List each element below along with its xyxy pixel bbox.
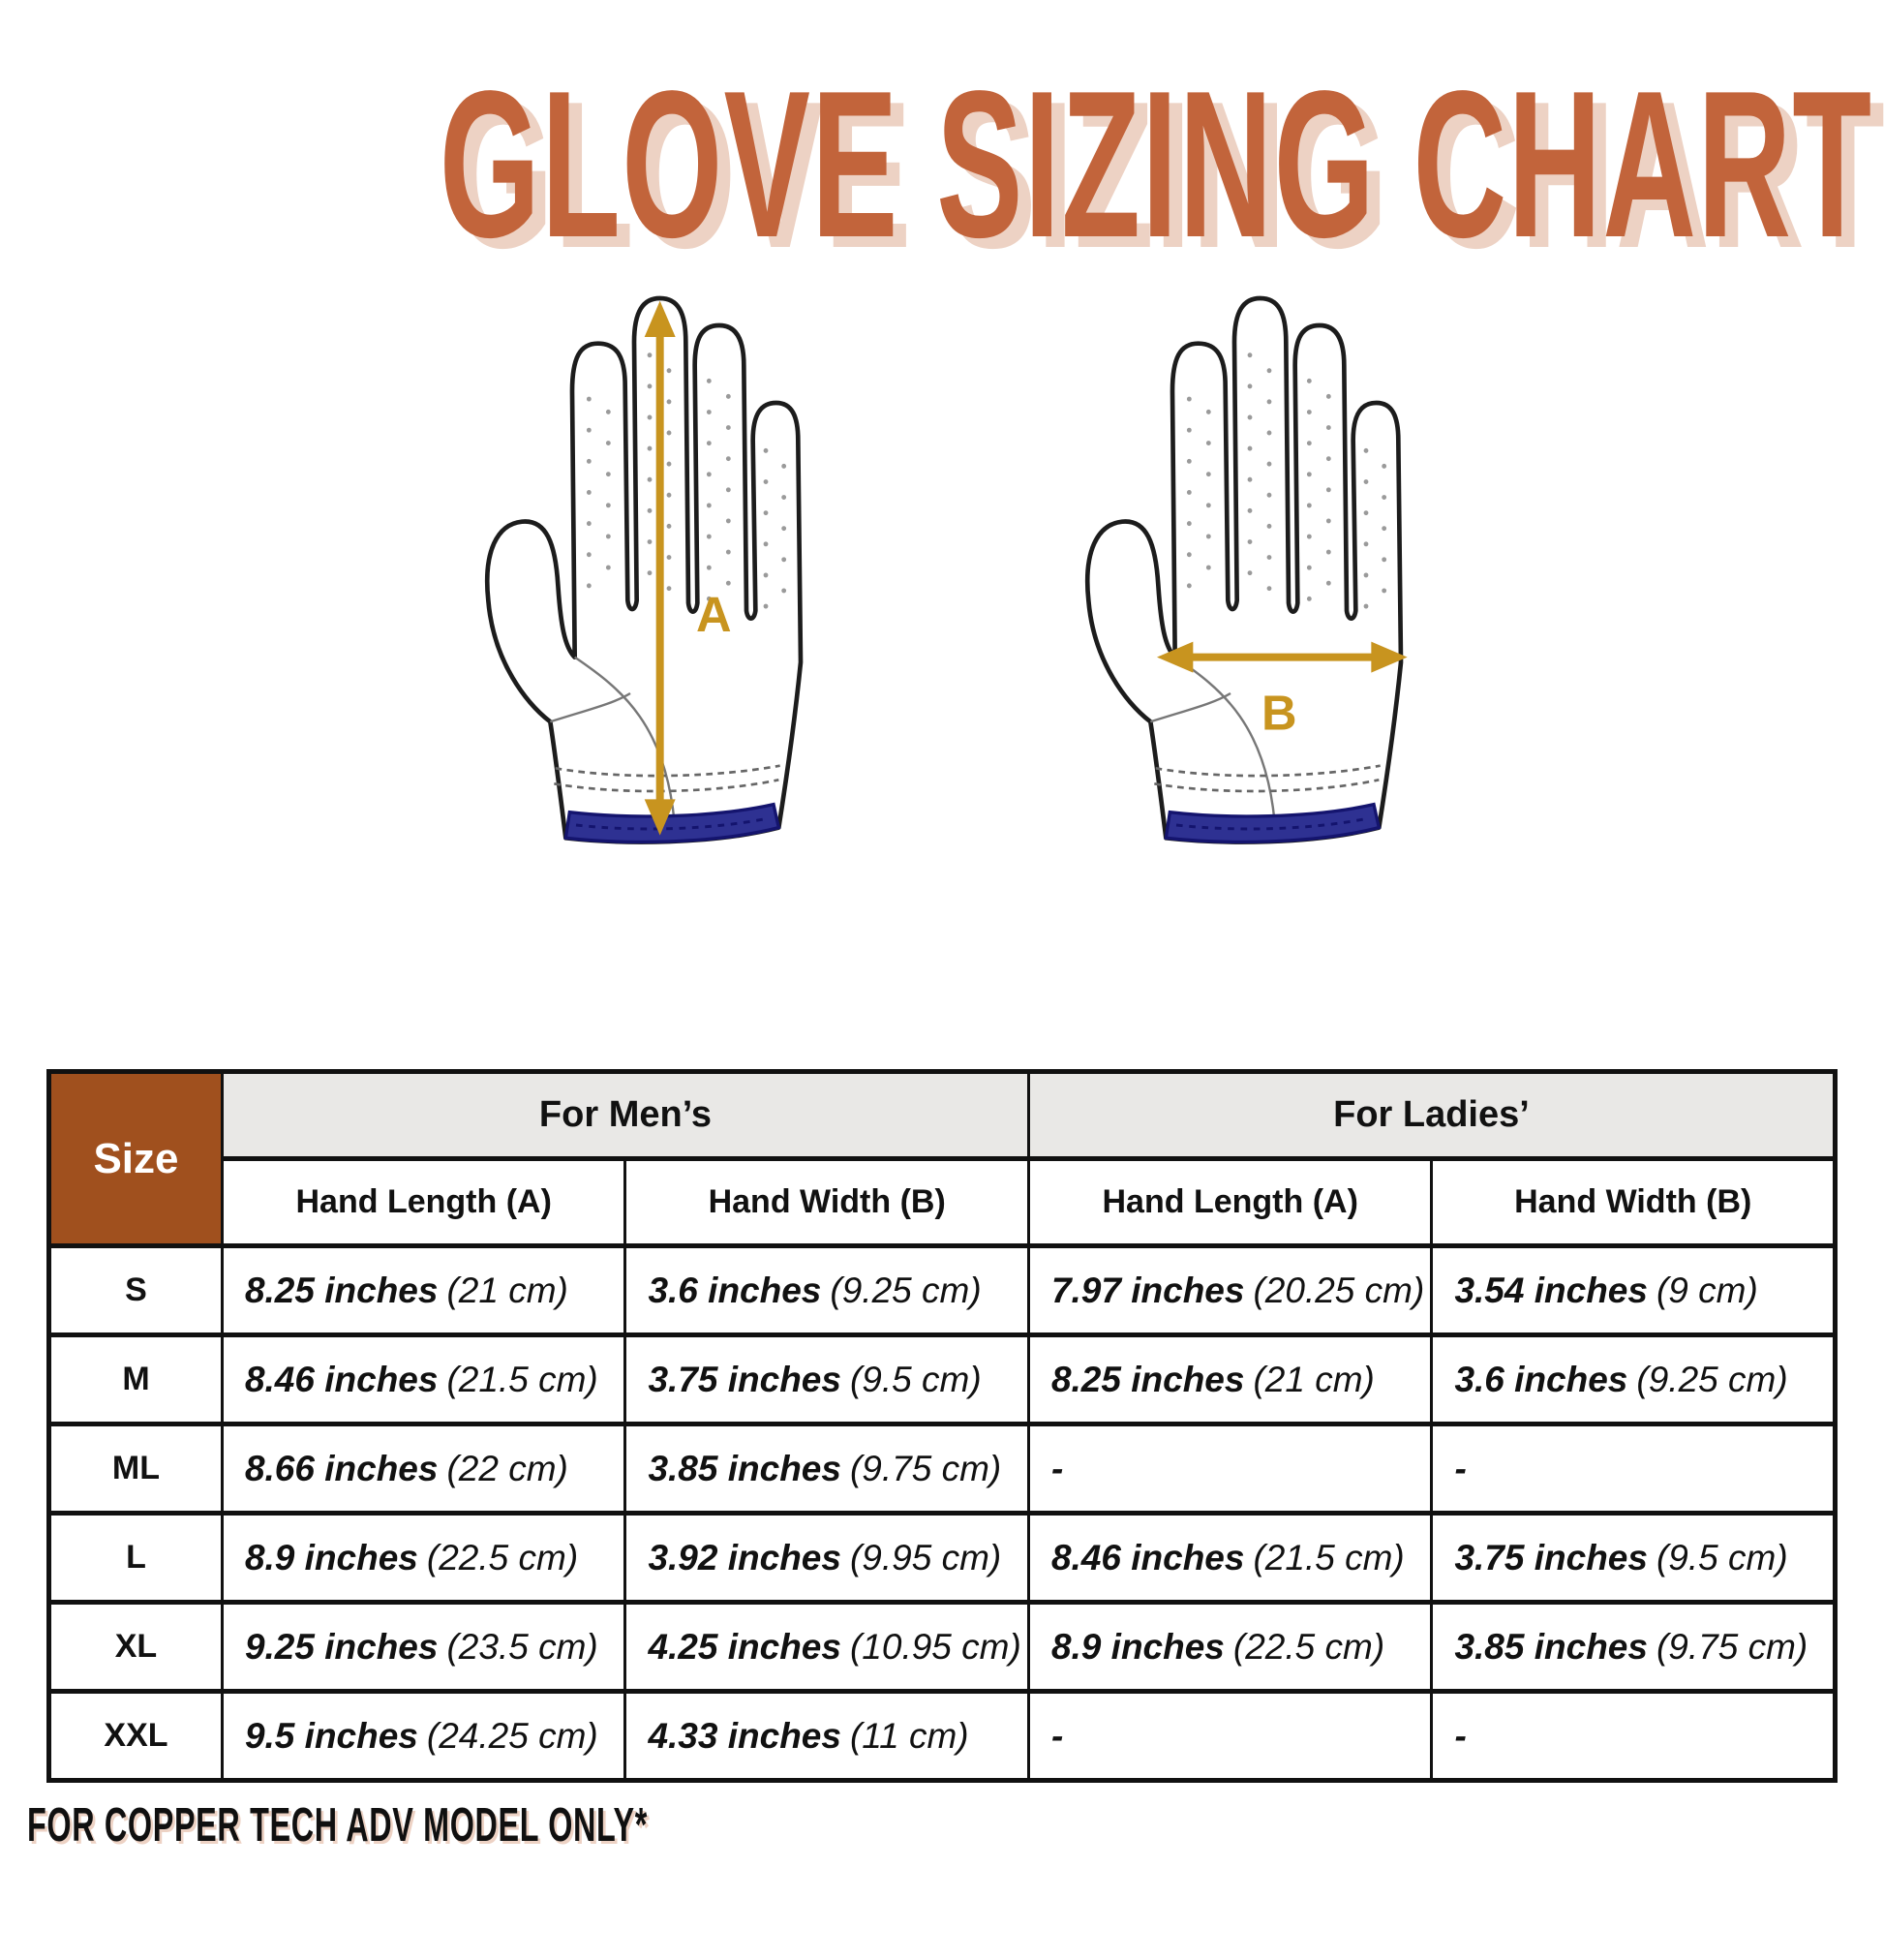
glove-length-diagram: A: [414, 275, 869, 856]
col-header-ladies-length: Hand Length (A): [1026, 1156, 1434, 1248]
measurement-cell: 7.97 inches (20.25 cm): [1026, 1243, 1434, 1337]
measurement-cell: 8.25 inches (21 cm): [1026, 1332, 1434, 1426]
size-cell: XL: [47, 1600, 224, 1694]
measurement-cell: -: [1430, 1689, 1837, 1783]
measurement-cell: 3.75 inches (9.5 cm): [623, 1332, 1030, 1426]
measurement-cell: 8.9 inches (22.5 cm): [220, 1511, 627, 1605]
col-header-ladies-width: Hand Width (B): [1430, 1156, 1837, 1248]
measurement-cell: 8.9 inches (22.5 cm): [1026, 1600, 1434, 1694]
size-cell: XXL: [47, 1689, 224, 1783]
measurement-cell: 8.46 inches (21.5 cm): [1026, 1511, 1434, 1605]
col-header-mens-width: Hand Width (B): [623, 1156, 1030, 1248]
header: GLOVE SIZING CHART: [0, 46, 1884, 281]
measurement-cell: 3.75 inches (9.5 cm): [1430, 1511, 1837, 1605]
measurement-cell: 9.5 inches (24.25 cm): [220, 1689, 627, 1783]
footnote: FOR COPPER TECH ADV MODEL ONLY*: [27, 1799, 648, 1852]
arrow-left-icon: [1157, 641, 1194, 673]
table-row: ML 8.66 inches (22 cm) 3.85 inches (9.75 c…: [47, 1422, 1837, 1516]
measurement-cell: 3.54 inches (9 cm): [1430, 1243, 1837, 1337]
col-header-mens-length: Hand Length (A): [220, 1156, 627, 1248]
glove-illustration: [1087, 298, 1401, 842]
measurement-cell: 8.66 inches (22 cm): [220, 1422, 627, 1516]
measurement-cell: 3.92 inches (9.95 cm): [623, 1511, 1030, 1605]
measurement-cell: 4.33 inches (11 cm): [623, 1689, 1030, 1783]
sizing-table: Size For Men’s For Ladies’ Hand Length (…: [46, 1069, 1838, 1783]
measurement-cell: -: [1026, 1689, 1434, 1783]
size-column-header: Size: [47, 1069, 224, 1248]
measurement-cell: 9.25 inches (23.5 cm): [220, 1600, 627, 1694]
measurement-cell: 3.6 inches (9.25 cm): [1430, 1332, 1837, 1426]
size-cell: M: [47, 1332, 224, 1426]
measurement-cell: 3.85 inches (9.75 cm): [1430, 1600, 1837, 1694]
measurement-cell: 8.46 inches (21.5 cm): [220, 1332, 627, 1426]
arrow-down-icon: [644, 799, 676, 836]
table-row: S 8.25 inches (21 cm) 3.6 inches (9.25 cm)…: [47, 1243, 1837, 1337]
glove-illustration: [487, 298, 801, 842]
measurement-cell: 4.25 inches (10.95 cm): [623, 1600, 1030, 1694]
arrow-right-icon: [1371, 641, 1408, 673]
glove-width-diagram: B: [1015, 275, 1408, 856]
measurement-cell: 3.6 inches (9.25 cm): [623, 1243, 1030, 1337]
measure-b-label: B: [1261, 685, 1297, 740]
size-cell: S: [47, 1243, 224, 1337]
measurement-cell: 8.25 inches (21 cm): [220, 1243, 627, 1337]
page-title: GLOVE SIZING CHART: [439, 46, 1873, 281]
size-cell: L: [47, 1511, 224, 1605]
measurement-cell: -: [1430, 1422, 1837, 1516]
measure-a-label: A: [696, 587, 732, 642]
group-header-mens: For Men’s: [220, 1069, 1030, 1161]
table-row: M 8.46 inches (21.5 cm) 3.75 inches (9.5 c…: [47, 1332, 1837, 1426]
table-row: L 8.9 inches (22.5 cm) 3.92 inches (9.95 c…: [47, 1511, 1837, 1605]
size-cell: ML: [47, 1422, 224, 1516]
measurement-cell: 3.85 inches (9.75 cm): [623, 1422, 1030, 1516]
group-header-ladies: For Ladies’: [1026, 1069, 1838, 1161]
arrow-up-icon: [644, 300, 676, 337]
table-row: XXL 9.5 inches (24.25 cm) 4.33 inches (11 …: [47, 1689, 1837, 1783]
measurement-cell: -: [1026, 1422, 1434, 1516]
glove-diagrams: A B: [0, 275, 1884, 864]
table-row: XL 9.25 inches (23.5 cm) 4.25 inches (10.9…: [47, 1600, 1837, 1694]
